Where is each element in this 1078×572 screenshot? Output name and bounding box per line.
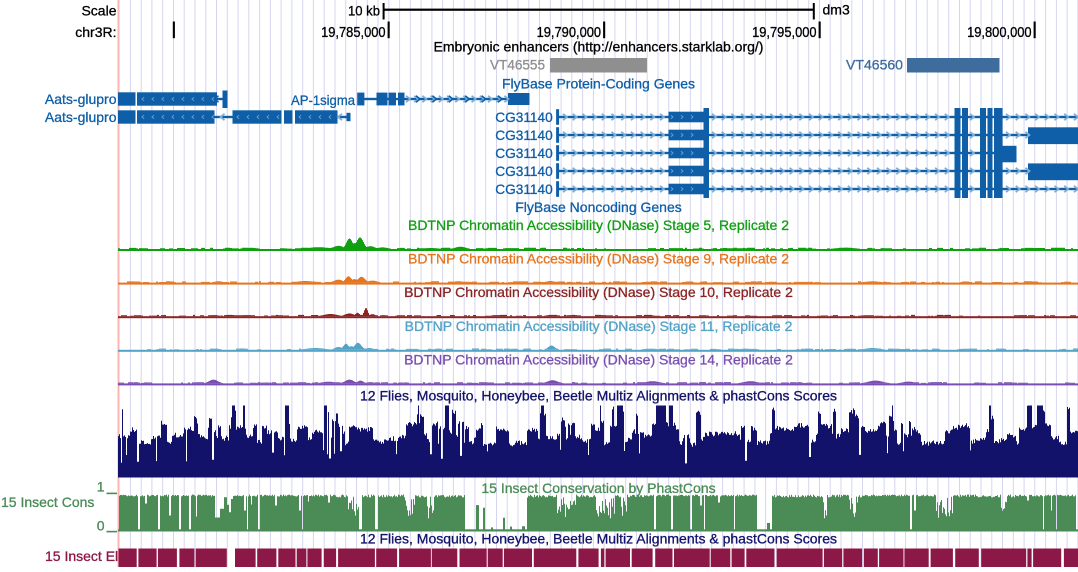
svg-text:Embryonic enhancers (http://en: Embryonic enhancers (http://enhancers.st… [434, 39, 764, 55]
svg-text:VT46555: VT46555 [490, 56, 545, 72]
svg-text:Aats-glupro: Aats-glupro [45, 91, 117, 107]
svg-text:BDTNP Chromatin Accessibility: BDTNP Chromatin Accessibility (DNase) St… [404, 284, 793, 300]
svg-text:VT46560: VT46560 [846, 56, 903, 72]
svg-text:10 kb: 10 kb [348, 3, 380, 19]
svg-text:chr3R:: chr3R: [75, 24, 116, 40]
svg-text:CG31140: CG31140 [495, 181, 553, 197]
svg-text:19,785,000: 19,785,000 [321, 24, 386, 41]
svg-text:12 Flies, Mosquito, Honeybee,: 12 Flies, Mosquito, Honeybee, Beetle Mul… [360, 388, 837, 404]
svg-text:15 Insect Conservation by Phas: 15 Insect Conservation by PhastCons [481, 480, 715, 496]
svg-text:15 Insect Cons: 15 Insect Cons [1, 494, 94, 510]
svg-text:CG31140: CG31140 [495, 127, 553, 143]
svg-text:BDTNP Chromatin Accessibility: BDTNP Chromatin Accessibility (DNase) St… [408, 251, 789, 267]
svg-text:15 Insect El: 15 Insect El [45, 548, 118, 564]
svg-text:BDTNP Chromatin Accessibility: BDTNP Chromatin Accessibility (DNase) St… [405, 318, 793, 334]
svg-text:19,800,000: 19,800,000 [967, 24, 1032, 41]
svg-text:CG31140: CG31140 [495, 163, 553, 179]
svg-text:dm3: dm3 [823, 2, 850, 18]
svg-text:1: 1 [97, 478, 105, 494]
svg-text:FlyBase Noncoding Genes: FlyBase Noncoding Genes [515, 199, 682, 215]
svg-text:Aats-glupro: Aats-glupro [45, 109, 117, 125]
svg-text:AP-1sigma: AP-1sigma [291, 92, 355, 108]
svg-text:FlyBase Protein-Coding Genes: FlyBase Protein-Coding Genes [502, 75, 695, 91]
svg-text:CG31140: CG31140 [495, 145, 553, 161]
svg-text:19,795,000: 19,795,000 [752, 24, 817, 41]
svg-text:12 Flies, Mosquito, Honeybee,: 12 Flies, Mosquito, Honeybee, Beetle Mul… [360, 531, 837, 547]
svg-text:19,790,000: 19,790,000 [537, 24, 602, 41]
svg-text:0: 0 [97, 517, 105, 533]
svg-text:CG31140: CG31140 [495, 109, 553, 125]
svg-text:Scale: Scale [81, 3, 116, 19]
svg-text:BDTNP Chromatin Accessibility: BDTNP Chromatin Accessibility (DNase) St… [404, 351, 793, 367]
svg-text:BDTNP Chromatin Accessibility: BDTNP Chromatin Accessibility (DNase) St… [408, 217, 789, 233]
